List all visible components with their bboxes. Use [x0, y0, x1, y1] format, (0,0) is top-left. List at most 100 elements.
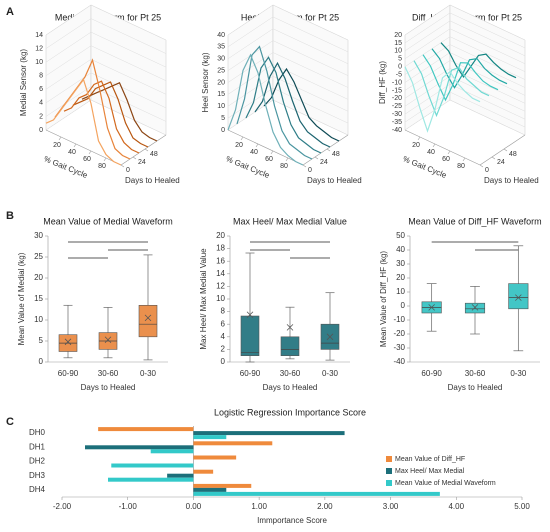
x-tick-label: 0-30 — [140, 369, 157, 378]
y-tick-label: -20 — [392, 95, 402, 102]
bar — [167, 473, 194, 478]
x-axis-label: Days to Healed — [81, 383, 136, 392]
y-tick-label: 5 — [221, 115, 225, 122]
y-tick-label: 40 — [396, 245, 405, 254]
y-tick-label: -40 — [392, 127, 402, 134]
y-tick-label: 30 — [217, 56, 225, 63]
x-tick-label: 60-90 — [58, 369, 79, 378]
x-tick — [73, 143, 77, 148]
x-tick-label: 1.00 — [251, 502, 267, 511]
y-tick-label: -10 — [392, 79, 402, 86]
x-tick-label: 20 — [235, 142, 243, 149]
grid-line — [45, 31, 167, 68]
box — [240, 315, 260, 357]
mean-marker — [104, 336, 112, 344]
grid-line — [45, 4, 167, 41]
grid-line — [45, 72, 167, 109]
y-tick-label: 25 — [217, 67, 225, 74]
y-tick-label: 15 — [34, 294, 43, 303]
x-tick — [285, 157, 289, 162]
waveform-line — [404, 66, 481, 133]
y-tick-label: 0 — [221, 127, 225, 134]
y-tick-label: 6 — [39, 86, 43, 93]
box — [138, 304, 158, 338]
waveform-line — [72, 81, 149, 148]
y-tick-label: 0 — [221, 357, 226, 366]
y-tick-label: 8 — [221, 307, 226, 316]
x-tick — [432, 143, 436, 148]
y-tick-label: -35 — [392, 119, 402, 126]
axis-line — [404, 129, 481, 166]
bar — [111, 463, 194, 468]
y-axis-label: Mean Value of Medial (kg) — [17, 252, 26, 345]
legend-label: Mean Value of Medial Waveform — [395, 480, 496, 487]
waveform-line — [431, 48, 508, 89]
x-tick — [103, 157, 107, 162]
x-tick-label: 60 — [83, 156, 91, 163]
grid-line — [45, 18, 167, 54]
z-tick — [314, 156, 319, 160]
x-tick-label: 20 — [412, 142, 420, 149]
y-axis-label: Diff_HF (kg) — [378, 61, 387, 104]
z-tick — [132, 156, 137, 160]
axis-line — [227, 129, 304, 166]
x-tick-label: 80 — [280, 163, 288, 170]
x-axis-label: Immportance Score — [257, 516, 327, 525]
grid-line — [404, 60, 526, 96]
x-tick-label: 0-30 — [322, 369, 339, 378]
x-tick-label: -2.00 — [53, 502, 72, 511]
z-tick-label: 48 — [332, 151, 340, 158]
y-tick-label: 14 — [216, 269, 225, 278]
y-tick-label: 25 — [34, 252, 43, 261]
y-tick-label: 10 — [35, 59, 43, 66]
y-tick-label: -25 — [392, 103, 402, 110]
y-tick-label: -30 — [392, 111, 402, 118]
y-tick-label: -20 — [393, 329, 405, 338]
x-tick-label: 30-60 — [280, 369, 301, 378]
grid-line — [227, 75, 349, 112]
y-tick-label: 2 — [221, 345, 226, 354]
grid-line — [45, 99, 167, 136]
y-tick-label: 10 — [34, 315, 43, 324]
grid-line — [404, 36, 526, 72]
grid-line — [227, 28, 349, 64]
y-tick-label: 4 — [221, 332, 226, 341]
panel-label: C — [6, 416, 14, 428]
grid-line — [404, 68, 526, 104]
grid-line — [227, 16, 349, 53]
x-tick-label: 80 — [98, 163, 106, 170]
y-tick-label: 20 — [216, 231, 225, 240]
grid-line — [227, 64, 349, 100]
bar — [150, 449, 194, 454]
waveform-line — [81, 82, 158, 142]
y-tick-label: 10 — [396, 287, 405, 296]
mean-marker — [428, 304, 435, 311]
z-tick-label: 0 — [485, 167, 489, 174]
z-tick-label: 0 — [126, 167, 130, 174]
y-tick-label: DH4 — [29, 485, 46, 494]
z-axis-label: Days to Healed — [125, 176, 180, 185]
grid-line — [404, 12, 526, 49]
x-tick-label: 0.00 — [186, 502, 202, 511]
y-tick-label: 20 — [396, 273, 405, 282]
z-tick — [144, 148, 149, 152]
y-tick-label: 0 — [398, 64, 402, 71]
bar — [98, 427, 194, 432]
mean-marker — [286, 324, 294, 331]
back-wall — [90, 4, 167, 136]
y-tick-label: 10 — [216, 294, 225, 303]
y-tick-label: 40 — [217, 32, 225, 39]
z-tick-label: 24 — [138, 159, 146, 166]
bar — [193, 435, 227, 440]
y-tick-label: 50 — [396, 231, 405, 240]
grid-line — [227, 4, 349, 41]
waveform-line — [236, 45, 313, 160]
y-tick-label: -30 — [393, 343, 405, 352]
mean-marker — [246, 311, 254, 319]
y-tick-label: -40 — [393, 357, 405, 366]
y-tick-label: 14 — [35, 32, 43, 39]
x-tick-label: 4.00 — [448, 502, 464, 511]
y-tick-label: 15 — [394, 40, 402, 47]
x-tick-label: 60-90 — [421, 369, 442, 378]
y-axis-label: Medial Sensor (kg) — [19, 49, 28, 116]
